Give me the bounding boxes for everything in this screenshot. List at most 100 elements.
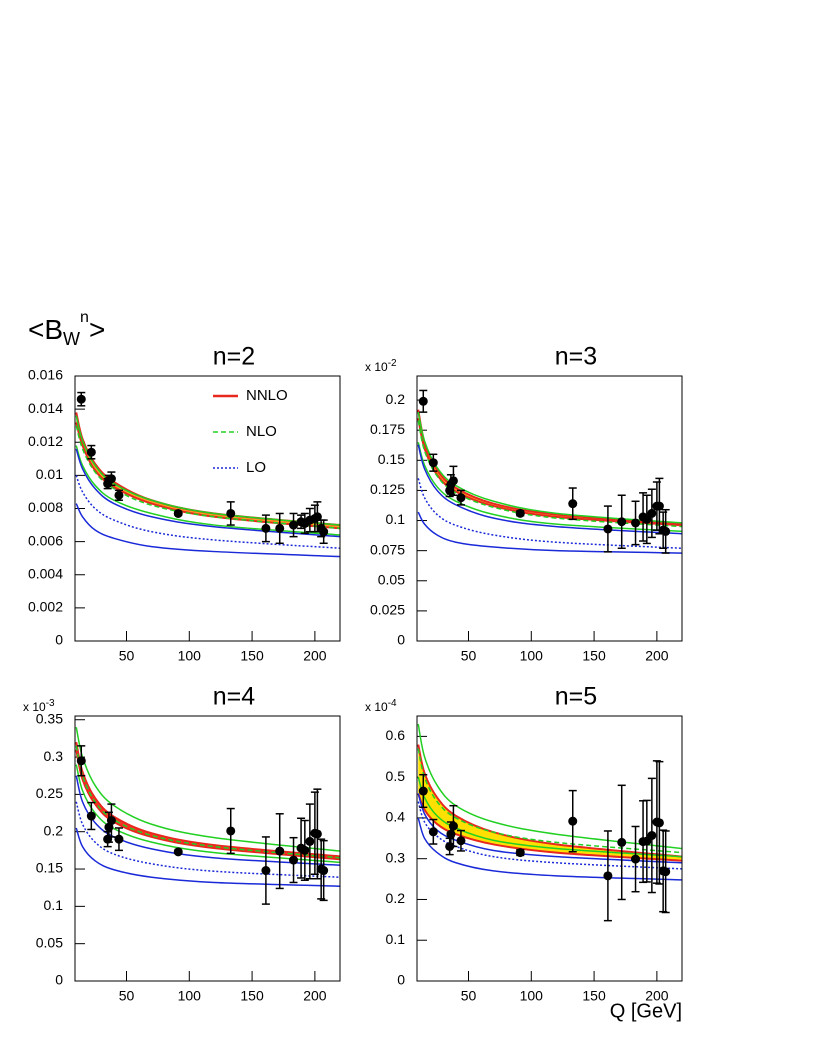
curve-central [417,478,682,549]
data-point [654,818,664,828]
panel-title: n=4 [213,683,256,711]
x-tick-label: 100 [178,988,202,1004]
data-point [86,447,96,457]
curve-high [417,411,682,524]
curve-high [417,724,682,850]
data-point [275,846,285,856]
curve-central [417,748,682,854]
curve-low [417,776,682,858]
frame [74,715,341,982]
y-tick-label: 0.125 [370,481,405,497]
y-tick-label: 0 [55,632,63,648]
y-tick-label: 0.2 [44,822,64,838]
curve-high [75,448,340,538]
data-point [642,514,652,524]
panel-title: n=3 [555,343,597,371]
y-tick-label: 0.075 [370,541,405,557]
curve-low [75,445,340,536]
data-point [319,527,329,537]
data-point [114,834,124,844]
y-tick-label: 0.5 [386,768,406,784]
x-tick-label: 200 [645,988,669,1004]
curve-high [75,741,340,858]
y-tick-label: 0.008 [28,499,63,515]
curves [75,412,340,558]
y-tick-label: 0.05 [36,934,63,950]
y-tick-label: 0.014 [28,400,63,416]
x-tick-label: 200 [303,648,327,664]
data-point [515,848,525,858]
y-tick-label: 0.2 [386,890,406,906]
data-point [603,524,613,534]
y-tick-label: 0 [397,632,405,648]
y-tick-label: 0.006 [28,532,63,548]
curve-low [75,503,340,558]
data-point [428,458,438,468]
y-label-close: > [89,314,105,345]
x-tick-label: 50 [461,988,477,1004]
data-point [617,517,627,527]
data-point [456,836,466,846]
data-point [661,526,671,536]
frame [74,375,341,642]
data-point [647,508,657,518]
panel: n=4 x 10-3 0 0.05 0.1 0.15 0.2 0.25 0.3 0.35 50 100… [23,683,341,1004]
x-tick-label: 50 [119,988,135,1004]
curve-low [417,817,682,881]
y-tick-label: 0.004 [28,565,63,581]
data-point [448,821,458,831]
curve-central [75,475,340,549]
x-tick-label: 150 [582,648,606,664]
y-tick-label: 0.1 [44,897,64,913]
y-label: <BWn> [28,309,105,349]
y-tick-label: 0.016 [28,367,63,383]
y-label-sup: n [80,309,89,326]
y-tick-label: 0.1 [386,931,406,947]
curve-low [75,827,340,887]
curve-central [75,801,340,878]
curve-low [75,764,340,864]
legend-label: NNLO [246,387,288,404]
data-point [603,871,613,881]
y-tick-label: 0 [55,972,63,988]
data-point [312,829,322,839]
curve-high [75,412,340,527]
x-tick-label: 100 [520,988,544,1004]
data-point [173,847,183,857]
y-tick-label: 0.01 [36,466,63,482]
scale-exponent: -4 [388,698,397,709]
legend-label: NLO [246,423,277,440]
y-tick-label: 0.05 [378,571,405,587]
y-tick-label: 0 [397,972,405,988]
data-point [418,786,428,796]
data-point [568,816,578,826]
data-point [515,508,525,518]
y-tick-label: 0.15 [36,860,63,876]
data-point [568,499,578,509]
x-label: Q [GeV] [610,1000,682,1022]
data-point [617,837,627,847]
band-fill [76,412,340,529]
x-tick-label: 50 [119,648,135,664]
y-tick-label: 0.4 [386,809,406,825]
curve-low [417,793,682,862]
data-point [448,476,458,486]
data-point [289,520,299,530]
y-tick-label: 0.1 [386,511,406,527]
y-tick-label: 0.15 [378,451,405,467]
scale-label: x 10-3 [23,698,55,715]
data-point [647,830,657,840]
scale-base: x 10 [23,700,46,714]
curve-high [417,444,682,535]
y-label-sub: W [63,329,80,349]
data-point [428,827,438,837]
data-point [173,508,183,518]
y-tick-label: 0.35 [36,710,63,726]
data-point [289,855,299,865]
panel: n=2 0 0.002 0.004 0.006 0.008 0.01 0.012 0.014 0.… [28,343,341,664]
data-point [661,867,671,877]
frame [416,375,683,642]
y-tick-label: 0.012 [28,433,63,449]
data-point [76,756,86,766]
